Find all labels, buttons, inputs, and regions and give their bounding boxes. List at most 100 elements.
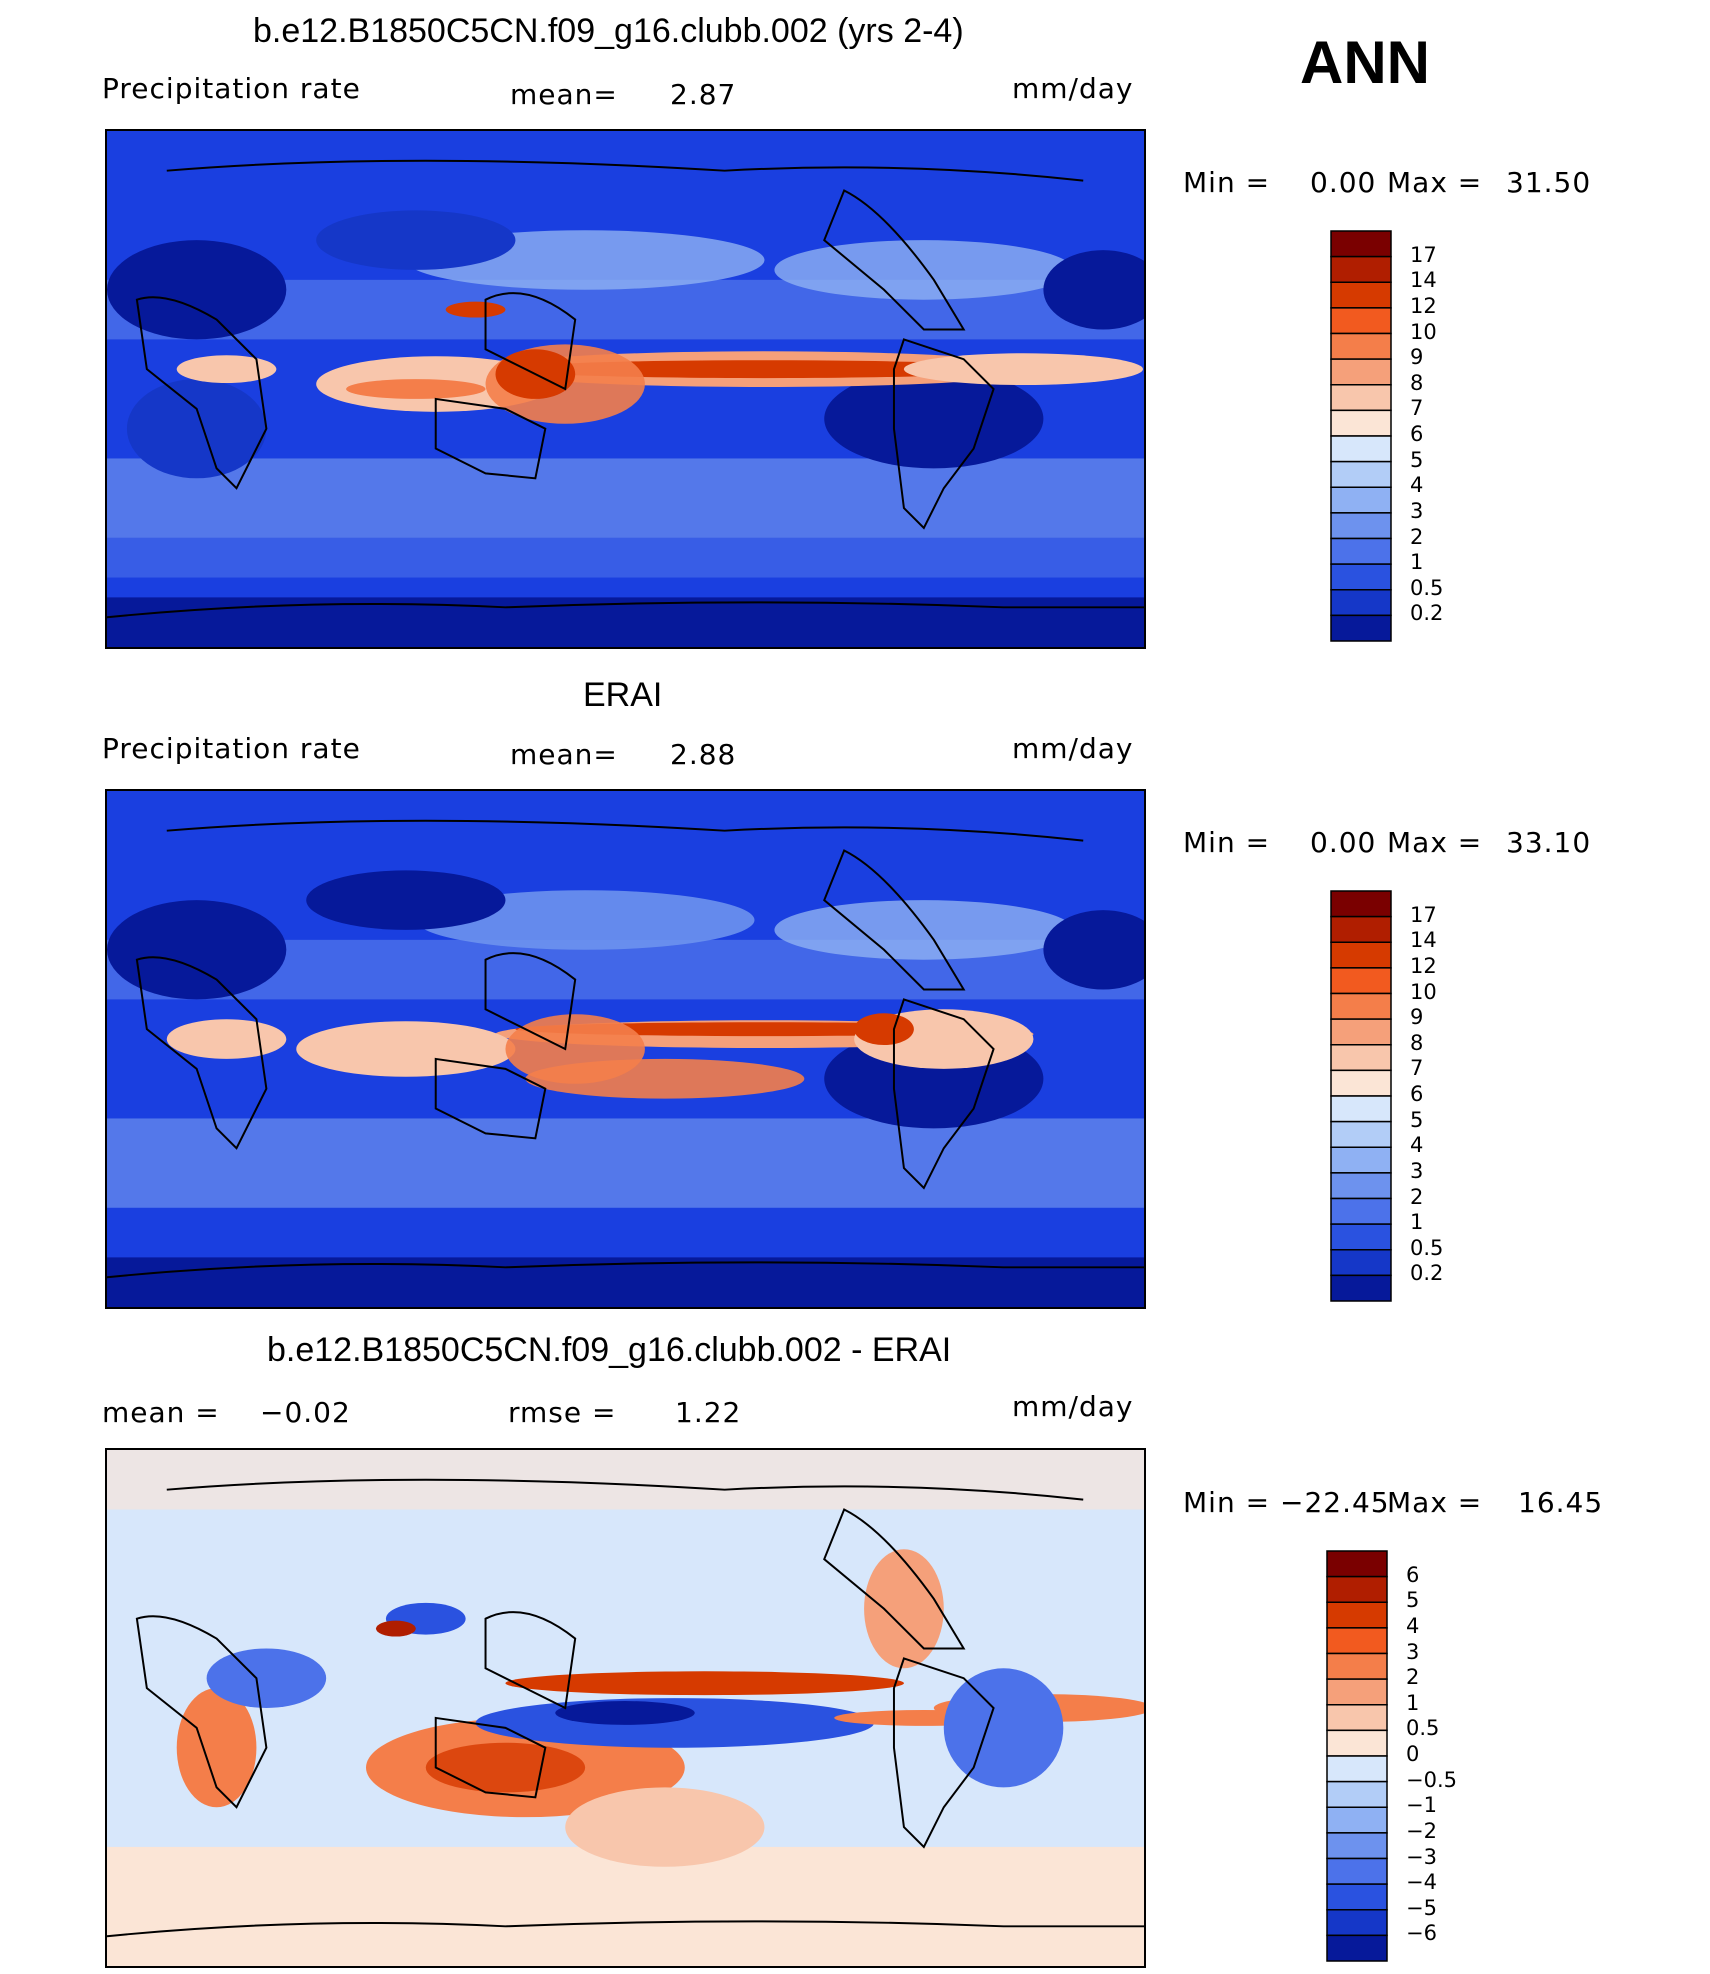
colorbar-tick-label: −1 — [1406, 1793, 1437, 1818]
colorbar-swatch — [1326, 1627, 1388, 1655]
colorbar-swatch — [1326, 1909, 1388, 1937]
panel-model-mean-label: mean= — [510, 78, 618, 111]
colorbar-swatch — [1330, 409, 1392, 437]
panel-model-map — [105, 129, 1146, 649]
colorbar-swatch — [1330, 332, 1392, 360]
colorbar-swatch — [1330, 941, 1392, 969]
colorbar-tick-label: 3 — [1410, 498, 1424, 523]
colorbar-tick-label: 2 — [1410, 1184, 1424, 1209]
colorbar-swatch — [1326, 1704, 1388, 1732]
panel-model-mean-value: 2.87 — [670, 78, 737, 111]
panel-obs-map — [105, 789, 1146, 1309]
colorbar-swatch — [1330, 281, 1392, 309]
colorbar-tick-label: 0.2 — [1410, 1261, 1444, 1286]
colorbar-swatch — [1330, 1249, 1392, 1277]
panel-obs-min-value: 0.00 — [1310, 826, 1377, 859]
colorbar-tick-label: 2 — [1406, 1665, 1420, 1690]
colorbar-swatches — [1326, 1550, 1388, 1962]
colorbar-tick-label: 17 — [1410, 902, 1437, 927]
colorbar-tick-label: 14 — [1410, 928, 1437, 953]
colorbar-swatch — [1326, 1550, 1388, 1578]
colorbar-tick-label: 4 — [1410, 473, 1424, 498]
panel-model-colorbar-ticks: 17 14 12 10 9 8 7 6 5 4 3 2 1 0.5 0.2 — [1410, 230, 1530, 642]
colorbar-swatch — [1326, 1806, 1388, 1834]
panel-diff-min-label: Min = — [1183, 1486, 1271, 1519]
colorbar-swatch — [1330, 915, 1392, 943]
colorbar-swatch — [1330, 1120, 1392, 1148]
colorbar-swatch — [1330, 1274, 1392, 1302]
panel-diff-map — [105, 1448, 1146, 1968]
panel-diff-mean-label: mean = — [102, 1396, 220, 1429]
colorbar-swatch — [1326, 1934, 1388, 1962]
panel-model-max-value: 31.50 — [1506, 166, 1592, 199]
colorbar-tick-label: 6 — [1406, 1562, 1420, 1587]
precipitation-difference-map — [107, 1450, 1144, 1966]
colorbar-tick-label: 3 — [1410, 1158, 1424, 1183]
colorbar-tick-label: 4 — [1406, 1613, 1420, 1638]
colorbar-tick-label: 14 — [1410, 268, 1437, 293]
colorbar-tick-label: 1 — [1410, 1210, 1424, 1235]
colorbar-tick-label: −5 — [1406, 1895, 1437, 1920]
panel-obs-mean-value: 2.88 — [670, 738, 737, 771]
colorbar-tick-label: 4 — [1410, 1133, 1424, 1158]
colorbar-swatch — [1330, 1172, 1392, 1200]
colorbar-tick-label: −3 — [1406, 1844, 1437, 1869]
colorbar-swatch — [1330, 992, 1392, 1020]
colorbar-tick-label: 5 — [1406, 1588, 1420, 1613]
colorbar-tick-label: 0.5 — [1410, 575, 1444, 600]
colorbar-tick-label: 10 — [1410, 319, 1437, 344]
panel-diff-units: mm/day — [1012, 1390, 1134, 1423]
colorbar-swatch — [1326, 1883, 1388, 1911]
panel-obs-max-label: Max = — [1387, 826, 1483, 859]
colorbar-swatch — [1330, 1095, 1392, 1123]
colorbar-swatch — [1330, 589, 1392, 617]
panel-model-title: b.e12.B1850C5CN.f09_g16.clubb.002 (yrs 2… — [253, 12, 964, 50]
panel-obs-variable-label: Precipitation rate — [102, 732, 361, 765]
colorbar-swatch — [1326, 1652, 1388, 1680]
colorbar-tick-label: 2 — [1410, 524, 1424, 549]
colorbar-tick-label: 10 — [1410, 979, 1437, 1004]
panel-model-variable-label: Precipitation rate — [102, 72, 361, 105]
colorbar-swatch — [1330, 1018, 1392, 1046]
panel-model-min-value: 0.00 — [1310, 166, 1377, 199]
panel-diff-mean-value: −0.02 — [260, 1396, 351, 1429]
panel-model-max-label: Max = — [1387, 166, 1483, 199]
panel-diff-max-value: 16.45 — [1518, 1486, 1604, 1519]
precipitation-map-model — [107, 131, 1144, 647]
panel-diff-min-value: −22.45 — [1280, 1486, 1390, 1519]
panel-obs-title: ERAI — [583, 676, 663, 714]
panel-model-min-label: Min = — [1183, 166, 1271, 199]
colorbar-tick-label: 17 — [1410, 242, 1437, 267]
panel-diff-colorbar-ticks: 6 5 4 3 2 1 0.5 0 −0.5 −1 −2 −3 −4 −5 −6 — [1406, 1550, 1536, 1962]
colorbar-tick-label: −2 — [1406, 1818, 1437, 1843]
colorbar-swatch — [1326, 1755, 1388, 1783]
colorbar-tick-label: 3 — [1406, 1639, 1420, 1664]
panel-obs-min-label: Min = — [1183, 826, 1271, 859]
colorbar-tick-label: 0.2 — [1410, 601, 1444, 626]
colorbar-tick-label: 1 — [1410, 550, 1424, 575]
precipitation-map-obs — [107, 791, 1144, 1307]
colorbar-swatch — [1326, 1857, 1388, 1885]
colorbar-swatch — [1326, 1832, 1388, 1860]
colorbar-swatch — [1330, 307, 1392, 335]
colorbar-tick-label: −6 — [1406, 1921, 1437, 1946]
colorbar-swatches — [1330, 890, 1392, 1302]
colorbar-tick-label: 8 — [1410, 1030, 1424, 1055]
colorbar-swatch — [1330, 614, 1392, 642]
panel-obs-colorbar — [1330, 890, 1392, 1302]
panel-obs-colorbar-ticks: 17 14 12 10 9 8 7 6 5 4 3 2 1 0.5 0.2 — [1410, 890, 1530, 1302]
colorbar-swatch — [1330, 563, 1392, 591]
panel-diff-max-label: Max = — [1387, 1486, 1483, 1519]
colorbar-swatch — [1330, 1044, 1392, 1072]
colorbar-swatch — [1330, 1146, 1392, 1174]
colorbar-swatch — [1330, 486, 1392, 514]
panel-obs-max-value: 33.10 — [1506, 826, 1592, 859]
colorbar-tick-label: 6 — [1410, 1082, 1424, 1106]
colorbar-tick-label: −0.5 — [1406, 1767, 1457, 1792]
colorbar-swatch — [1330, 1197, 1392, 1225]
colorbar-tick-label: 0.5 — [1410, 1235, 1444, 1260]
colorbar-tick-label: 8 — [1410, 370, 1424, 395]
colorbar-swatch — [1330, 967, 1392, 995]
colorbar-tick-label: −4 — [1406, 1870, 1437, 1895]
colorbar-tick-label: 6 — [1410, 422, 1424, 446]
